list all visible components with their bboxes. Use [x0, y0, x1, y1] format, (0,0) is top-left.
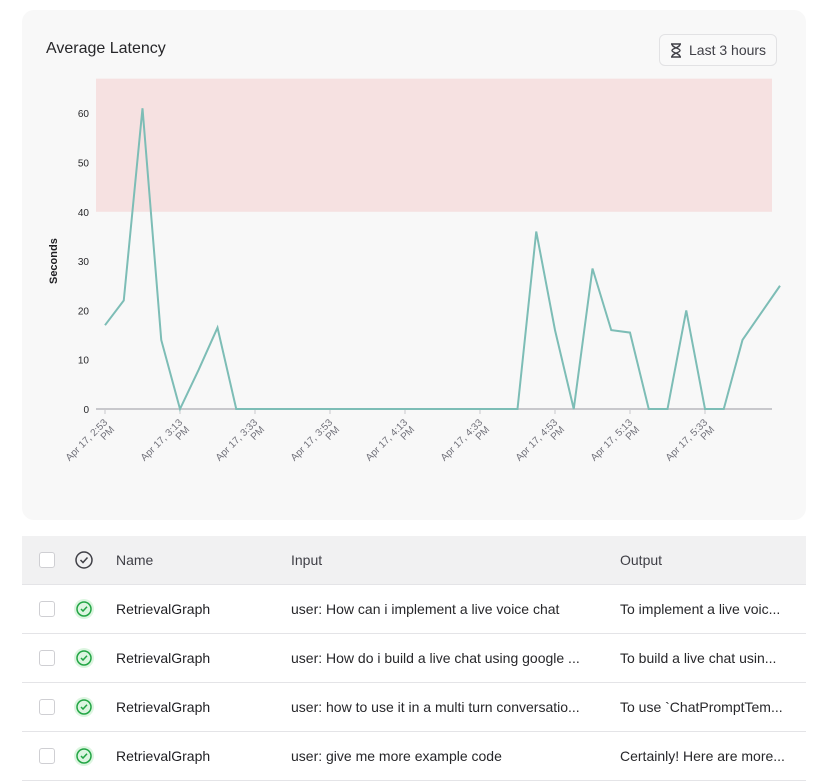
x-tick-label: Apr 17, 2:53PM — [64, 417, 118, 471]
x-tick-label: Apr 17, 4:53PM — [514, 417, 568, 471]
y-tick-label: 20 — [78, 306, 90, 317]
y-tick-label: 60 — [78, 109, 90, 120]
row-checkbox[interactable] — [39, 699, 55, 715]
row-name[interactable]: RetrievalGraph — [116, 748, 210, 764]
latency-line-chart: 0 10 20 30 40 50 60 Seconds Apr 17, 2:53PM Apr 17… — [22, 10, 806, 520]
x-tick-label: Apr 17, 3:53PM — [289, 417, 343, 471]
row-checkbox[interactable] — [39, 601, 55, 617]
row-checkbox[interactable] — [39, 748, 55, 764]
row-output: Certainly! Here are more... — [620, 748, 785, 764]
x-tick-label: Apr 17, 5:33PM — [664, 417, 718, 471]
table-row[interactable]: RetrievalGraph user: How can i implement… — [22, 585, 806, 634]
y-tick-label: 40 — [78, 208, 90, 219]
row-checkbox[interactable] — [39, 650, 55, 666]
select-all-checkbox[interactable] — [39, 552, 55, 568]
row-name[interactable]: RetrievalGraph — [116, 650, 210, 666]
x-tick-label: Apr 17, 4:33PM — [439, 417, 493, 471]
success-check-icon — [74, 648, 94, 668]
success-check-icon — [74, 599, 94, 619]
table-header: Name Input Output — [22, 536, 806, 585]
table-row[interactable]: RetrievalGraph user: how to use it in a … — [22, 683, 806, 732]
y-tick-label: 50 — [78, 159, 90, 170]
x-tick-label: Apr 17, 3:13PM — [139, 417, 193, 471]
row-name[interactable]: RetrievalGraph — [116, 699, 210, 715]
x-tick-label: Apr 17, 3:33PM — [214, 417, 268, 471]
column-name[interactable]: Name — [116, 552, 153, 568]
x-tick-label: Apr 17, 4:13PM — [364, 417, 418, 471]
row-input: user: how to use it in a multi turn conv… — [291, 699, 580, 715]
column-output[interactable]: Output — [620, 552, 662, 568]
y-axis-label: Seconds — [48, 238, 60, 284]
table-row[interactable]: RetrievalGraph user: How do i build a li… — [22, 634, 806, 683]
check-circle-icon[interactable] — [74, 550, 94, 570]
row-input: user: How do i build a live chat using g… — [291, 650, 580, 666]
row-output: To use `ChatPromptTem... — [620, 699, 783, 715]
y-tick-label: 30 — [78, 257, 90, 268]
row-input: user: How can i implement a live voice c… — [291, 601, 559, 617]
threshold-band — [96, 79, 772, 212]
success-check-icon — [74, 746, 94, 766]
row-name[interactable]: RetrievalGraph — [116, 601, 210, 617]
row-output: To implement a live voic... — [620, 601, 780, 617]
row-input: user: give me more example code — [291, 748, 502, 764]
row-output: To build a live chat usin... — [620, 650, 776, 666]
success-check-icon — [74, 697, 94, 717]
y-tick-label: 0 — [83, 405, 89, 416]
x-tick-label: Apr 17, 5:13PM — [589, 417, 643, 471]
table-row[interactable]: RetrievalGraph user: give me more exampl… — [22, 732, 806, 781]
column-input[interactable]: Input — [291, 552, 322, 568]
runs-table: Name Input Output RetrievalGraph user: H… — [22, 536, 806, 781]
y-tick-label: 10 — [78, 356, 90, 367]
